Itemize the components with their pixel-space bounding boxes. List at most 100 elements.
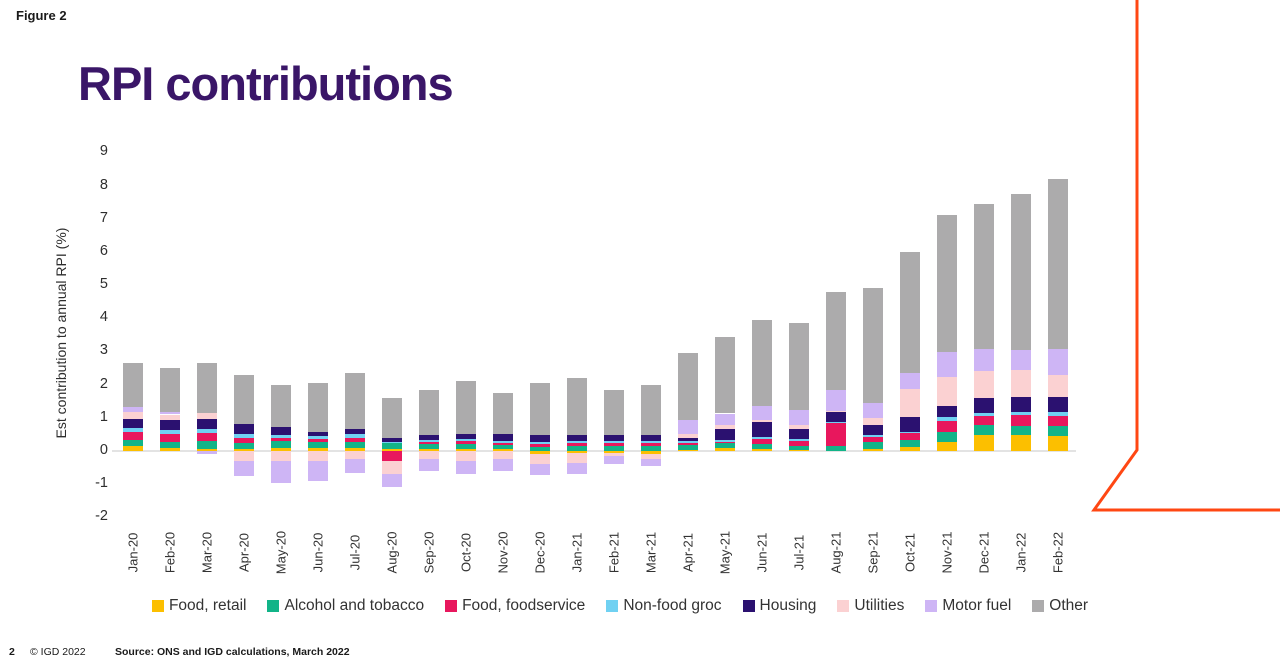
bar-segment	[678, 438, 698, 442]
bar-segment	[160, 434, 180, 442]
bar-segment	[826, 422, 846, 424]
legend-item: Food, foodservice	[445, 597, 585, 615]
x-tick-label: May-21	[717, 530, 733, 575]
page-title: RPI contributions	[78, 57, 454, 110]
bar-segment	[826, 412, 846, 423]
bar-segment	[567, 451, 587, 453]
bar-segment	[271, 426, 291, 436]
x-tick-label: Sep-21	[865, 531, 881, 574]
bar-segment	[345, 459, 365, 473]
bar-segment	[678, 450, 698, 451]
bar-segment	[678, 434, 698, 439]
x-tick-label: Sep-20	[421, 531, 437, 574]
legend-item: Housing	[742, 597, 817, 615]
bar-segment	[456, 438, 476, 442]
bar-segment	[1048, 436, 1068, 451]
bar-segment	[197, 451, 217, 454]
bar-segment	[863, 403, 883, 419]
bar-segment	[752, 438, 772, 445]
bar-segment	[789, 445, 809, 450]
bar-segment	[456, 441, 476, 445]
x-tick-label: Oct-21	[902, 533, 918, 573]
bar-segment	[530, 435, 550, 442]
bar-segment	[160, 441, 180, 448]
bar-segment	[900, 440, 920, 447]
bar-segment	[937, 406, 957, 418]
y-tick-label: 9	[99, 143, 108, 160]
bar-segment	[937, 417, 957, 422]
y-tick-label: 3	[99, 342, 108, 359]
bar-segment	[123, 363, 143, 407]
bar-segment	[789, 439, 809, 441]
legend-swatch-icon	[742, 600, 755, 612]
bar-segment	[1011, 193, 1031, 351]
bar-segment	[567, 446, 587, 451]
bar-segment	[604, 452, 624, 456]
bar-segment	[493, 443, 513, 446]
bar-segment	[567, 441, 587, 444]
x-tick-label: May-20	[273, 530, 289, 575]
bar-segment	[382, 474, 402, 488]
legend-swatch-icon	[837, 600, 850, 612]
bar-segment	[271, 451, 291, 461]
bar-segment	[345, 373, 365, 430]
bar-segment	[752, 319, 772, 406]
y-tick-label: 1	[99, 408, 108, 425]
y-axis-title: Est contribution to annual RPI (%)	[53, 227, 69, 439]
legend-item: Other	[1032, 597, 1088, 615]
bar-segment	[937, 351, 957, 378]
bar-segment	[863, 288, 883, 404]
bar-segment	[456, 444, 476, 449]
bar-segment	[826, 291, 846, 390]
bar-segment	[937, 421, 957, 432]
x-tick-label: Jan-22	[1013, 532, 1029, 573]
bar-segment	[715, 425, 735, 429]
bar-segment	[197, 429, 217, 434]
bar-segment	[160, 447, 180, 451]
bar-segment	[271, 435, 291, 438]
bar-segment	[123, 419, 143, 429]
bar-segment	[789, 428, 809, 440]
bar-segment	[419, 435, 439, 441]
y-tick-label: 8	[99, 176, 108, 193]
legend-swatch-icon	[606, 600, 619, 612]
legend-label: Housing	[759, 597, 817, 614]
legend-swatch-icon	[267, 600, 280, 612]
x-tick-label: Mar-21	[643, 531, 659, 574]
x-tick-label: Apr-20	[236, 532, 252, 573]
bar-segment	[863, 425, 883, 436]
bar-segment	[530, 447, 550, 451]
bar-segment	[752, 449, 772, 451]
y-tick-label: 5	[99, 276, 108, 293]
bar-segment	[308, 442, 328, 449]
bar-segment	[1011, 350, 1031, 371]
bar-segment	[308, 451, 328, 461]
x-tick-label: Feb-22	[1050, 531, 1066, 574]
bar-segment	[160, 420, 180, 431]
bar-segment	[752, 437, 772, 439]
bar-segment	[641, 459, 661, 466]
bar-segment	[530, 451, 550, 454]
bar-segment	[863, 418, 883, 426]
figure-label: Figure 2	[16, 8, 67, 23]
legend-label: Alcohol and tobacco	[284, 597, 425, 614]
bar-segment	[641, 441, 661, 444]
bar-segment	[752, 444, 772, 450]
bar-segment	[567, 378, 587, 435]
bar-segment	[345, 437, 365, 442]
bar-segment	[604, 441, 624, 444]
bar-segment	[641, 446, 661, 451]
bar-segment	[641, 434, 661, 442]
bar-segment	[493, 392, 513, 435]
bar-segment	[604, 455, 624, 465]
bar-segment	[715, 428, 735, 441]
bar-segment	[900, 389, 920, 418]
bar-segment	[900, 251, 920, 373]
bar-segment	[234, 460, 254, 476]
legend-item: Non-food groc	[606, 597, 722, 615]
bar-segment	[123, 432, 143, 441]
bar-segment	[1011, 412, 1031, 415]
bar-segment	[900, 431, 920, 434]
y-tick-label: 4	[99, 309, 108, 326]
bar-segment	[715, 448, 735, 451]
